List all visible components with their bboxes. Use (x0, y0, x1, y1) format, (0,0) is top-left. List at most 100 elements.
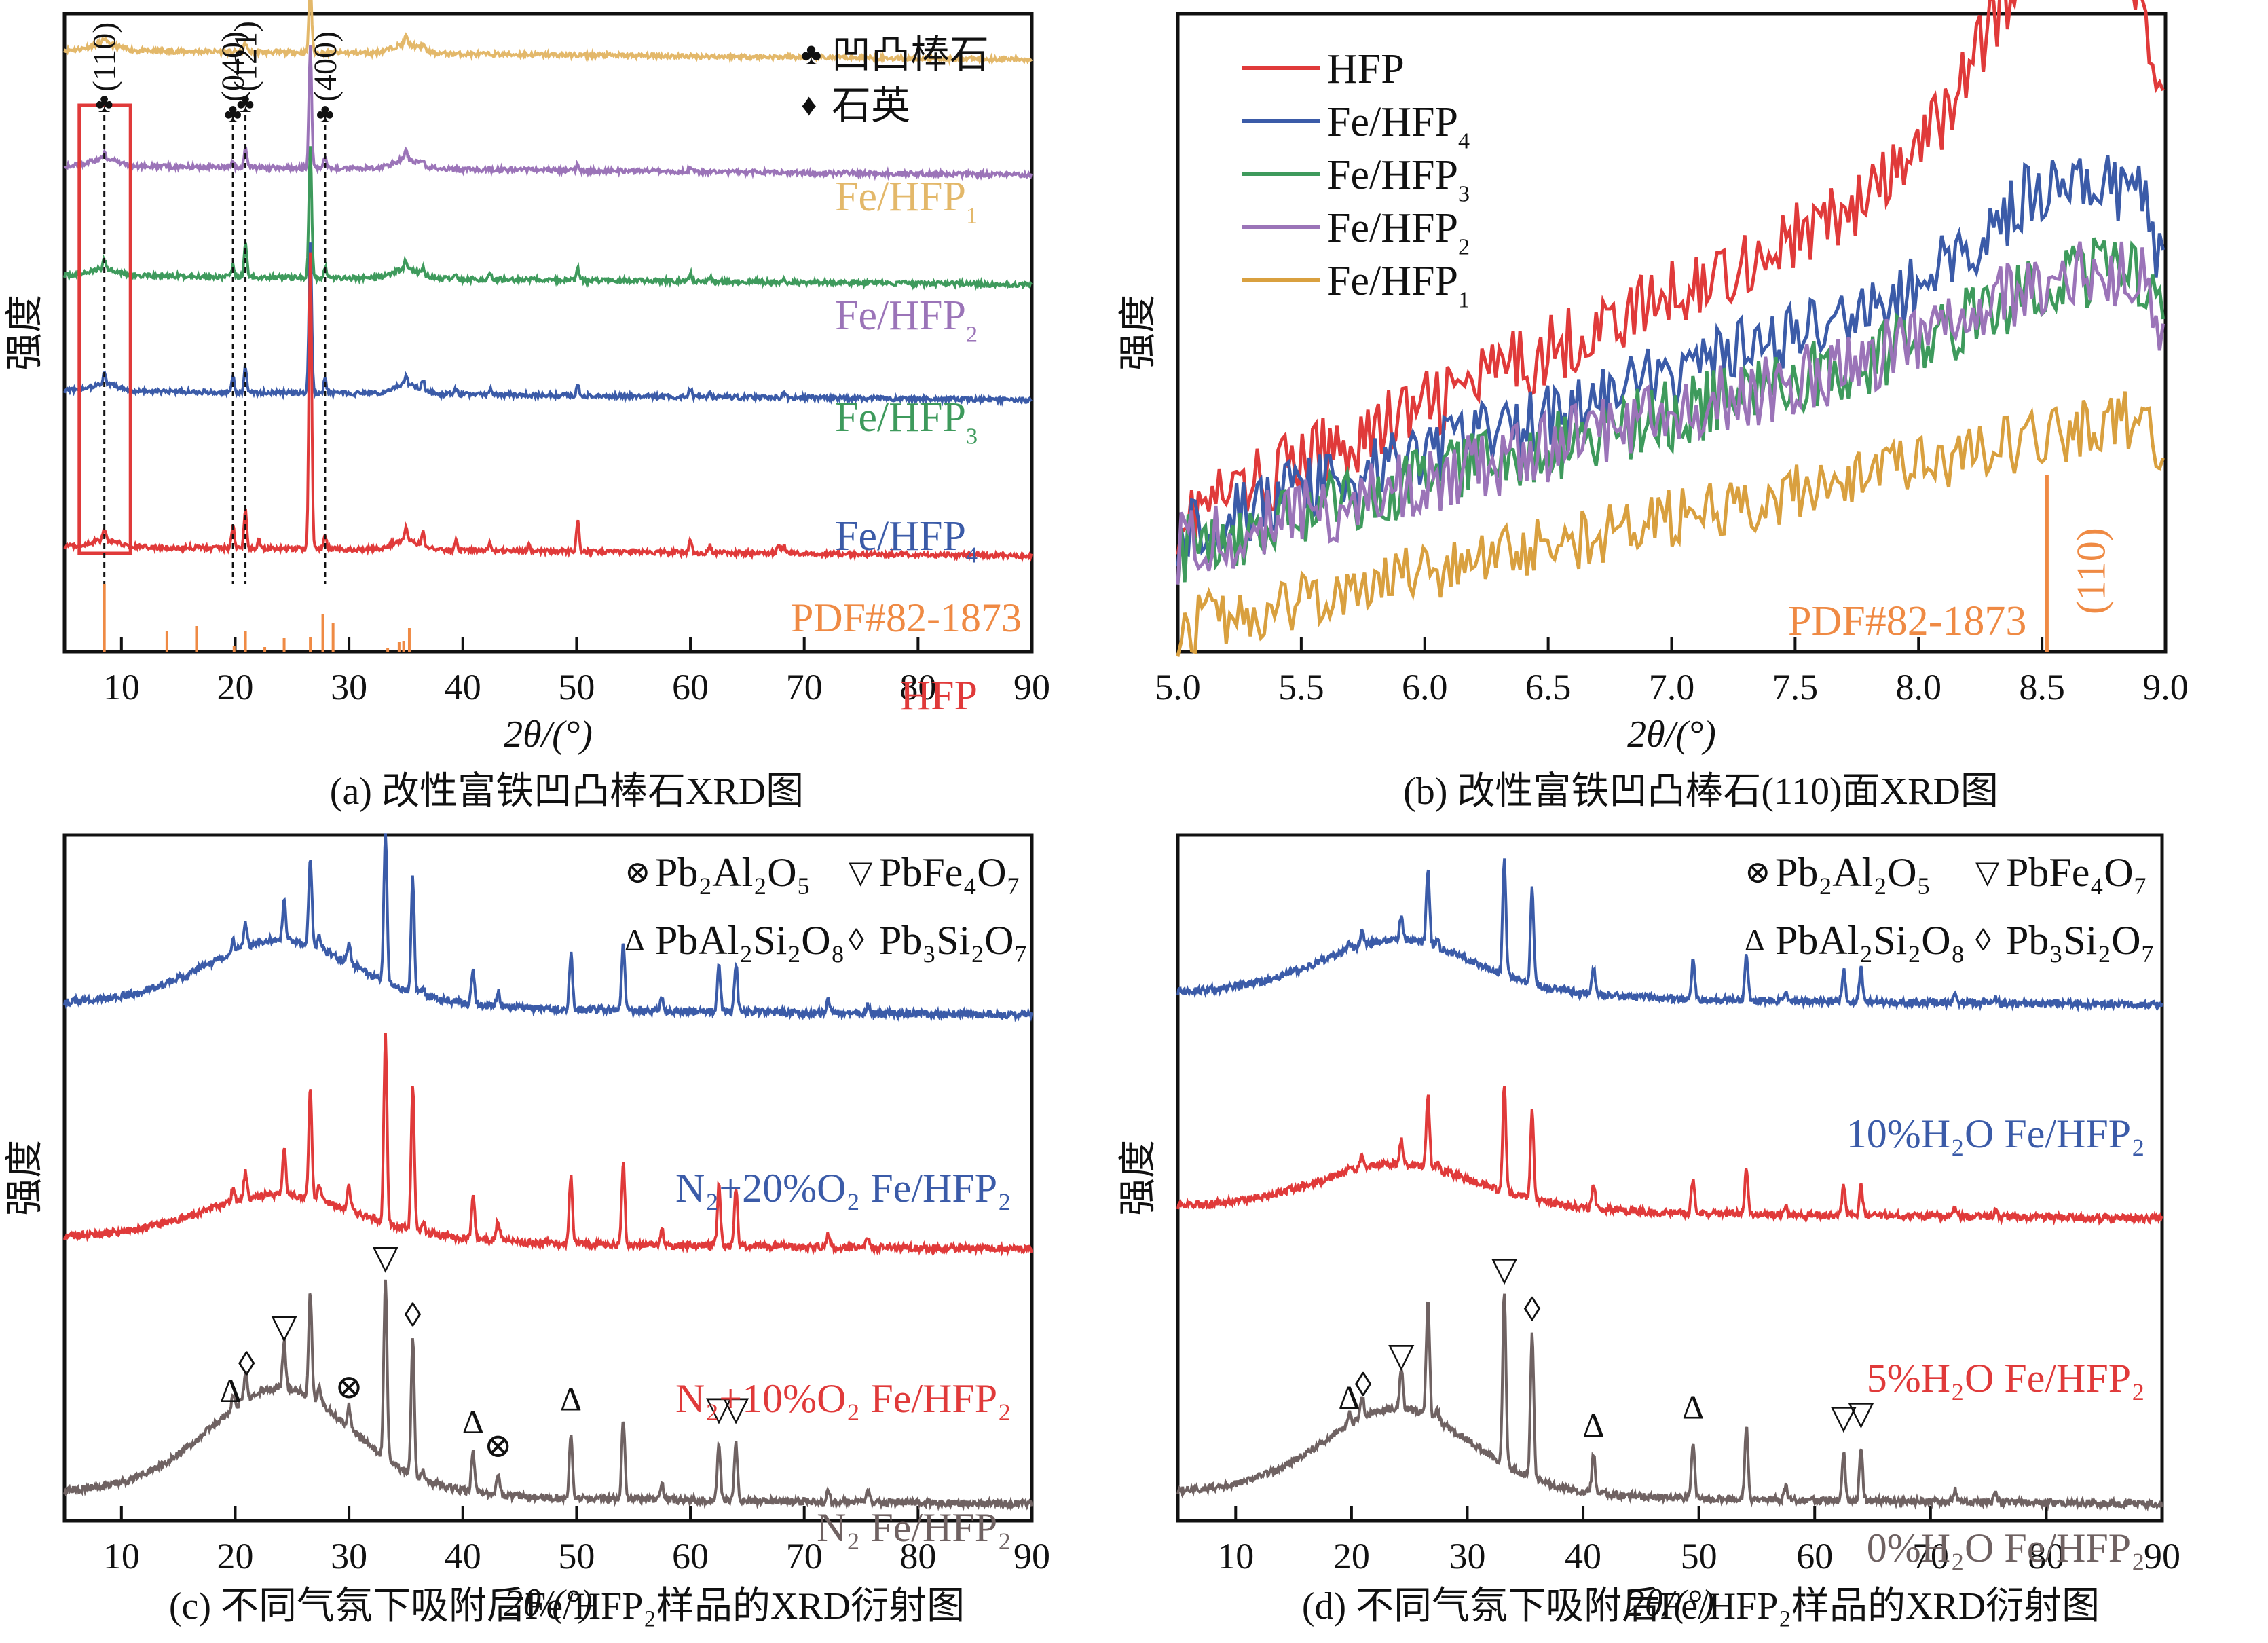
x-tick-label: 9.0 (2142, 667, 2189, 707)
series-line-fehfp1 (63, 0, 1033, 67)
x-tick-label: 20 (217, 667, 253, 707)
series-line (63, 833, 1033, 1022)
caption-d: (d) 不同气氛下吸附后Fe/HFP₂样品的XRD衍射图 (1301, 1585, 2100, 1627)
legend-symbol: Δ (1745, 923, 1765, 957)
x-tick-label: 20 (1333, 1536, 1370, 1576)
x-tick-label: 90 (1014, 667, 1050, 707)
legend-label: Pb₂Al₂O₅ (1775, 850, 1931, 895)
x-axis-label: 2θ/(°) (504, 714, 593, 756)
x-tick-label: 10 (103, 667, 140, 707)
y-axis-label: 强度 (1117, 295, 1159, 371)
phase-marker: ▽ (1388, 1336, 1415, 1374)
x-tick-label: 20 (217, 1536, 253, 1576)
legend-symbol: ♦ (801, 88, 817, 122)
x-tick-label: 6.0 (1402, 667, 1448, 707)
x-tick-label: 80 (2028, 1536, 2064, 1576)
x-tick-label: 40 (1565, 1536, 1601, 1576)
legend-label: Fe/HFP4 (1327, 99, 1470, 154)
curve-label: Fe/HFP2 (835, 293, 978, 348)
legend-symbol: ▽ (1975, 855, 2000, 889)
x-tick-label: 10 (1217, 1536, 1254, 1576)
curve-label: Fe/HFP3 (835, 394, 978, 449)
series-line (63, 1033, 1033, 1257)
x-tick-label: 70 (786, 667, 823, 707)
phase-marker: ◊ (405, 1295, 422, 1333)
series-line-hfp (1176, 0, 2165, 555)
panel-d: 10 20 30 40 50 60 70 80 90 2θ/(°) 强度 Δ ◊ ▽ ▽ ◊ Δ Δ ▽ ▽ 10%H₂… (1117, 822, 2268, 1643)
series-line (1176, 858, 2163, 1013)
phase-marker: ◊ (238, 1345, 255, 1383)
hkl-label: (400) (308, 31, 343, 102)
series-line-fehfp1 (1176, 391, 2165, 657)
y-axis-label: 强度 (4, 295, 46, 371)
legend-label: PbAl₂Si₂O₈ (655, 918, 845, 963)
legend-label: Fe/HFP2 (1327, 205, 1470, 260)
phase-marker: ▽ (1491, 1250, 1518, 1288)
legend-label: HFP (1327, 46, 1405, 92)
x-tick-label: 90 (2144, 1536, 2180, 1576)
x-tick-label: 5.5 (1278, 667, 1324, 707)
series-line-fehfp3 (63, 146, 1033, 291)
x-tick-label: 7.0 (1649, 667, 1695, 707)
hkl-label: (040) (215, 31, 251, 102)
series-line-hfp (63, 252, 1033, 563)
plot-frame (62, 833, 1034, 1523)
x-tick-label: 8.5 (2019, 667, 2065, 707)
x-tick-label: 6.5 (1525, 667, 1572, 707)
hkl-label: (110) (87, 22, 123, 92)
curve-label: Fe/HFP1 (835, 174, 978, 229)
y-axis-label: 强度 (1117, 1140, 1159, 1216)
x-tick-label: 5.0 (1155, 667, 1201, 707)
phase-marker: ◊ (1524, 1290, 1541, 1328)
curve-label: HFP (900, 673, 978, 719)
caption-a: (a) 改性富铁凹凸棒石XRD图 (329, 771, 804, 813)
x-axis-label: 2θ/(°) (1627, 714, 1716, 756)
y-axis-label: 强度 (4, 1140, 46, 1216)
series-line (1176, 1293, 2163, 1512)
x-tick-label: 40 (445, 667, 481, 707)
legend-symbol: ♣ (801, 37, 821, 71)
legend-label: Pb₃Si₂O₇ (879, 918, 1028, 963)
attapulgite-marker: ♣ (316, 98, 334, 128)
x-tick-label: 60 (1796, 1536, 1833, 1576)
legend-label: Pb₃Si₂O₇ (2006, 918, 2155, 963)
plot-frame (1176, 12, 2168, 654)
phase-marker: ▽ (723, 1389, 749, 1427)
legend-label: Pb₂Al₂O₅ (655, 850, 811, 895)
curve-label: N₂+20%O₂ Fe/HFP₂ (675, 1166, 1011, 1211)
x-tick-label: 10 (103, 1536, 140, 1576)
series-line-fehfp2 (1176, 241, 2165, 585)
x-axis-label: 2θ/(°) (1626, 1583, 1715, 1625)
x-tick-label: 40 (445, 1536, 481, 1576)
curve-label: N₂+10%O₂ Fe/HFP₂ (675, 1376, 1011, 1421)
phase-marker: Δ (1682, 1388, 1704, 1426)
legend-symbol: Δ (625, 923, 645, 957)
reference-label: PDF#82-1873 (791, 595, 1022, 640)
panel-a: 10 20 30 40 50 60 70 80 90 2θ/(°) 强度 Fe/HFP1 Fe/HFP2… (0, 0, 1134, 822)
panel-b: 5.0 5.5 6.0 6.5 7.0 7.5 8.0 8.5 9.0 2θ/(°) 强度 HFP Fe… (1117, 0, 2268, 822)
legend-label: PbFe₄O₇ (879, 850, 1021, 895)
phase-marker: ◊ (1355, 1365, 1372, 1403)
phase-marker: Δ (220, 1371, 242, 1409)
phase-marker: ⊗ (335, 1368, 363, 1406)
legend-symbol: ◊ (849, 923, 864, 957)
curve-label: Fe/HFP4 (835, 513, 978, 568)
curve-label: 5%H₂O Fe/HFP₂ (1867, 1356, 2145, 1401)
x-axis-label: 2θ/(°) (504, 1583, 593, 1625)
x-tick-label: 7.5 (1772, 667, 1819, 707)
caption-b: (b) 改性富铁凹凸棒石(110)面XRD图 (1403, 771, 1999, 813)
legend-symbol: ◊ (1975, 923, 1991, 957)
hkl-label: (110) (2068, 528, 2113, 614)
attapulgite-marker: ♣ (224, 98, 242, 128)
x-tick-label: 50 (558, 1536, 595, 1576)
attapulgite-marker: ♣ (96, 88, 113, 118)
x-tick-label: 8.0 (1896, 667, 1942, 707)
x-tick-label: 30 (1449, 1536, 1485, 1576)
series-line (1176, 1086, 2163, 1226)
plot-frame (1176, 833, 2164, 1523)
phase-marker: Δ (462, 1403, 484, 1441)
curve-label: 10%H₂O Fe/HFP₂ (1846, 1111, 2145, 1156)
phase-marker: ▽ (271, 1307, 297, 1345)
